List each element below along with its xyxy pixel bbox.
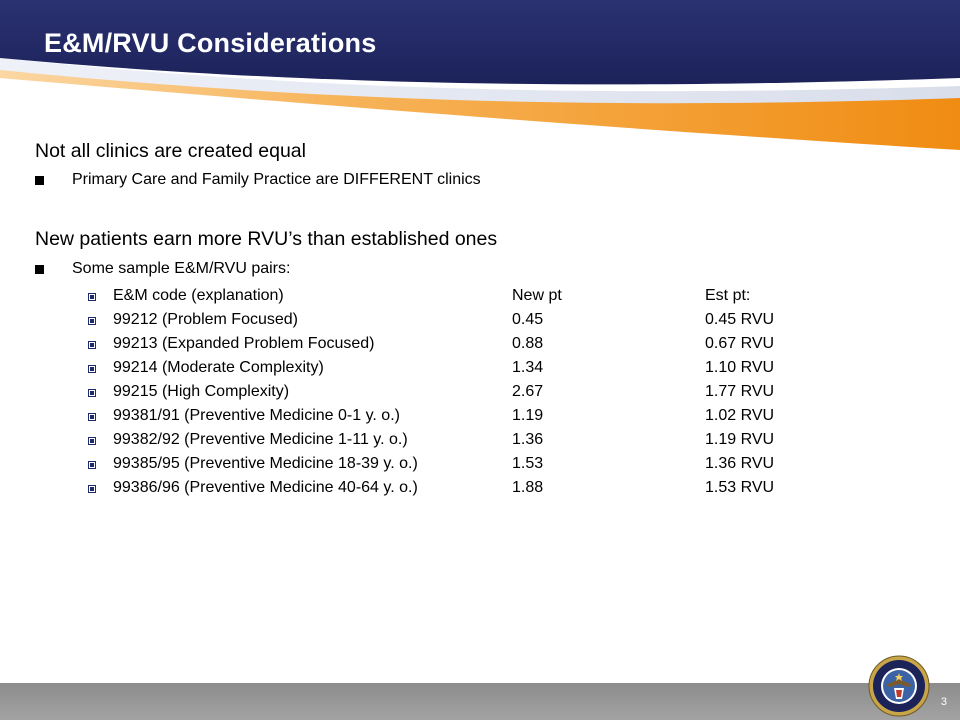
cell-new-pt: 0.88 <box>512 335 544 352</box>
cell-code: 99215 (High Complexity) <box>113 383 290 400</box>
cell-new-pt: 0.45 <box>512 311 544 328</box>
cell-new-pt: 1.19 <box>512 407 544 424</box>
sub-bullet-1-text: Primary Care and Family Practice are DIF… <box>72 171 481 188</box>
table-row: 99385/95 (Preventive Medicine 18-39 y. o… <box>88 455 808 475</box>
box-bullet-icon <box>88 389 96 397</box>
cell-code: 99386/96 (Preventive Medicine 40-64 y. o… <box>113 479 418 496</box>
cell-est-pt: 0.45 RVU <box>705 311 775 328</box>
table-row: 99214 (Moderate Complexity) 1.34 1.10 RV… <box>88 359 808 379</box>
cell-code: 99214 (Moderate Complexity) <box>113 359 324 376</box>
sub-bullet-1: Primary Care and Family Practice are DIF… <box>35 171 481 189</box>
cell-est-pt: 0.67 RVU <box>705 335 775 352</box>
box-bullet-icon <box>88 341 96 349</box>
table-header-row: E&M code (explanation) New pt Est pt: <box>88 287 808 307</box>
cell-new-pt: 1.53 <box>512 455 544 472</box>
header-banner <box>0 0 960 150</box>
table-row: 99215 (High Complexity) 2.67 1.77 RVU <box>88 383 808 403</box>
cell-code: 99212 (Problem Focused) <box>113 311 298 328</box>
box-bullet-icon <box>88 461 96 469</box>
cell-code: 99385/95 (Preventive Medicine 18-39 y. o… <box>113 455 418 472</box>
cell-new-pt: 1.34 <box>512 359 544 376</box>
header-new-pt: New pt <box>512 287 562 304</box>
page-number: 3 <box>940 696 947 708</box>
cell-new-pt: 2.67 <box>512 383 544 400</box>
table-row: 99213 (Expanded Problem Focused) 0.88 0.… <box>88 335 808 355</box>
slide-title: E&M/RVU Considerations <box>44 28 377 58</box>
header-est-pt: Est pt: <box>705 287 751 304</box>
table-row: 99382/92 (Preventive Medicine 1-11 y. o.… <box>88 431 808 451</box>
box-bullet-icon <box>88 365 96 373</box>
table-row: 99212 (Problem Focused) 0.45 0.45 RVU <box>88 311 808 331</box>
header-code: E&M code (explanation) <box>113 287 284 304</box>
table-row: 99386/96 (Preventive Medicine 40-64 y. o… <box>88 479 808 499</box>
square-bullet-icon <box>35 264 44 274</box>
box-bullet-icon <box>88 293 96 301</box>
cell-new-pt: 1.88 <box>512 479 544 496</box>
cell-est-pt: 1.53 RVU <box>705 479 775 496</box>
box-bullet-icon <box>88 317 96 325</box>
cell-est-pt: 1.77 RVU <box>705 383 775 400</box>
cell-code: 99213 (Expanded Problem Focused) <box>113 335 375 352</box>
cell-est-pt: 1.36 RVU <box>705 455 775 472</box>
box-bullet-icon <box>88 437 96 445</box>
cell-code: 99382/92 (Preventive Medicine 1-11 y. o.… <box>113 431 408 448</box>
dept-of-defense-seal-icon <box>868 655 930 717</box>
bullet-point-1: Not all clinics are created equal <box>35 140 306 162</box>
sub-bullet-2: Some sample E&M/RVU pairs: <box>35 260 290 278</box>
sub-bullet-2-text: Some sample E&M/RVU pairs: <box>72 260 291 277</box>
bullet-point-2: New patients earn more RVU’s than establ… <box>35 228 498 250</box>
box-bullet-icon <box>88 485 96 493</box>
cell-est-pt: 1.10 RVU <box>705 359 775 376</box>
table-row: 99381/91 (Preventive Medicine 0-1 y. o.)… <box>88 407 808 427</box>
cell-est-pt: 1.02 RVU <box>705 407 775 424</box>
square-bullet-icon <box>35 175 44 185</box>
box-bullet-icon <box>88 413 96 421</box>
cell-est-pt: 1.19 RVU <box>705 431 775 448</box>
cell-code: 99381/91 (Preventive Medicine 0-1 y. o.) <box>113 407 400 424</box>
cell-new-pt: 1.36 <box>512 431 544 448</box>
footer-bar <box>0 683 960 720</box>
